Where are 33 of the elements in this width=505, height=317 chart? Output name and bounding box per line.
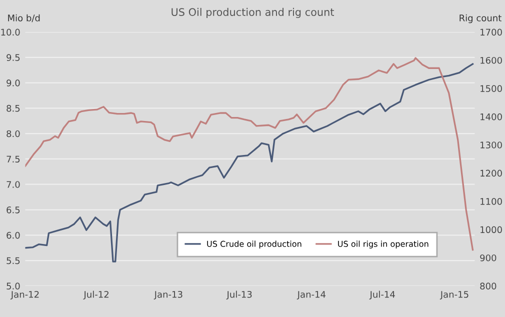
y-tick-label: 6.5 bbox=[6, 206, 20, 214]
legend-label: US oil rigs in operation bbox=[338, 240, 428, 248]
y-tick-label: 5.0 bbox=[6, 282, 20, 290]
y2-tick-label: 1400 bbox=[480, 113, 502, 120]
y-tick-label: 7.5 bbox=[6, 156, 20, 163]
y2-tick-label: 1200 bbox=[480, 170, 502, 177]
x-tick-label: Jul-13 bbox=[226, 290, 252, 300]
y-axis-title: Mio b/d bbox=[8, 14, 40, 22]
y2-tick-label: 1700 bbox=[480, 28, 502, 36]
y-tick-label: 6.0 bbox=[6, 232, 20, 239]
x-tick-label: Jan-12 bbox=[10, 290, 39, 300]
y2-tick-label: 1500 bbox=[480, 85, 502, 92]
y2-tick-label: 1600 bbox=[480, 56, 502, 64]
y-tick-label: 8.5 bbox=[6, 104, 20, 112]
y2-tick-label: 1000 bbox=[480, 226, 502, 234]
x-tick-label: Jan-14 bbox=[296, 291, 326, 300]
y-tick-label: 8.0 bbox=[6, 130, 20, 138]
y2-tick-label: 1300 bbox=[480, 142, 502, 148]
x-tick-label: Jan-15 bbox=[440, 291, 468, 300]
x-tick-label: Jul-14 bbox=[369, 290, 395, 300]
y2-tick-label: 800 bbox=[480, 282, 496, 290]
y2-axis-title: Rig count bbox=[460, 14, 502, 24]
chart-title: US Oil production and rig count bbox=[172, 8, 334, 18]
legend-label: US Crude oil production bbox=[207, 240, 302, 248]
y-tick-label: 7.0 bbox=[6, 181, 20, 188]
x-tick-label: Jul-12 bbox=[83, 290, 108, 300]
y-tick-label: 9.5 bbox=[6, 54, 20, 61]
y-tick-label: 9.0 bbox=[6, 80, 20, 86]
y-tick-label: 10.0 bbox=[1, 28, 20, 36]
y-tick-label: 5.5 bbox=[6, 257, 20, 264]
y2-tick-label: 1100 bbox=[480, 198, 502, 205]
x-tick-label: Jan-13 bbox=[154, 290, 182, 300]
y2-tick-label: 900 bbox=[480, 254, 496, 262]
